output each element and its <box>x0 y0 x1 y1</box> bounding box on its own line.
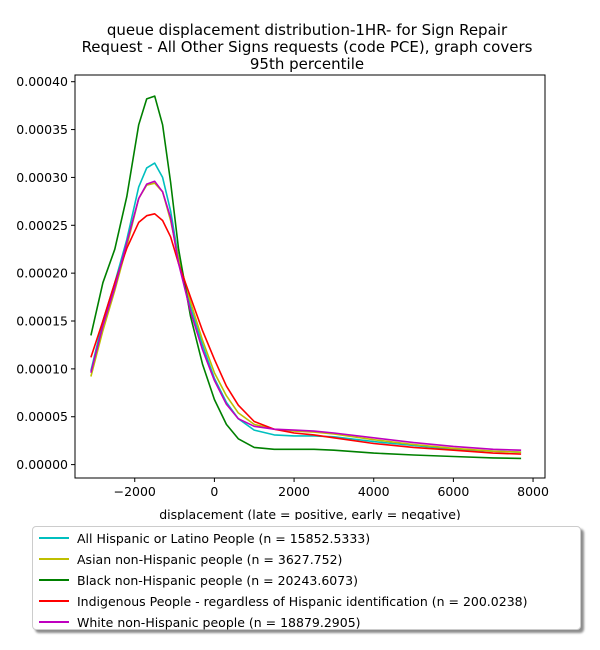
y-tick-label: 0.00015 <box>16 314 68 329</box>
x-tick-label: 4000 <box>358 484 390 499</box>
title-line: 95th percentile <box>250 55 364 73</box>
x-axis-label: displacement (late = positive, early = n… <box>159 507 461 520</box>
y-axis-ticks: 0.00000 0.00005 0.00010 0.00015 0.00020 0.000… <box>16 74 75 472</box>
y-tick-label: 0.00000 <box>16 457 68 472</box>
axes-frame <box>74 74 546 479</box>
legend-item: All Hispanic or Latino People (n = 15852… <box>39 528 370 548</box>
title-line: Request - All Other Signs requests (code… <box>82 38 533 56</box>
legend-swatch <box>39 558 69 560</box>
x-tick-label: 6000 <box>437 484 469 499</box>
y-tick-label: 0.00005 <box>16 409 68 424</box>
legend-item: White non-Hispanic people (n = 18879.290… <box>39 612 361 632</box>
legend-swatch <box>39 600 69 602</box>
x-tick-label: 2000 <box>278 484 310 499</box>
series-line <box>90 180 522 451</box>
series-line <box>90 95 522 460</box>
y-tick-label: 0.00035 <box>16 122 68 137</box>
chart-title: queue displacement distribution-1HR- for… <box>82 21 533 73</box>
series-line <box>90 162 522 453</box>
title-line: queue displacement distribution-1HR- for… <box>107 21 508 39</box>
y-tick-label: 0.00030 <box>16 170 68 185</box>
legend-label: All Hispanic or Latino People (n = 15852… <box>77 530 371 546</box>
legend: All Hispanic or Latino People (n = 15852… <box>32 526 581 630</box>
x-tick-label: 8000 <box>517 484 549 499</box>
legend-item: Black non-Hispanic people (n = 20243.607… <box>39 570 358 590</box>
legend-label: White non-Hispanic people (n = 18879.290… <box>77 614 361 630</box>
legend-label: Black non-Hispanic people (n = 20243.607… <box>77 572 359 588</box>
plot-area <box>74 74 546 479</box>
x-tick-label: −2000 <box>114 484 156 499</box>
legend-item: Asian non-Hispanic people (n = 3627.752) <box>39 549 342 569</box>
series-line <box>90 213 522 455</box>
chart-canvas: queue displacement distribution-1HR- for… <box>16 21 549 520</box>
legend-swatch <box>39 579 69 581</box>
x-axis-ticks: −2000 0 2000 4000 6000 8000 <box>114 478 549 499</box>
x-tick-label: 0 <box>210 484 218 499</box>
legend-swatch <box>39 621 69 623</box>
y-tick-label: 0.00025 <box>16 218 68 233</box>
series-line <box>90 182 522 453</box>
y-tick-label: 0.00010 <box>16 361 68 376</box>
y-tick-label: 0.00040 <box>16 74 68 89</box>
legend-item: Indigenous People - regardless of Hispan… <box>39 591 527 611</box>
y-tick-label: 0.00020 <box>16 266 68 281</box>
legend-swatch <box>39 537 69 539</box>
legend-label: Indigenous People - regardless of Hispan… <box>77 593 528 609</box>
legend-label: Asian non-Hispanic people (n = 3627.752) <box>77 551 343 567</box>
